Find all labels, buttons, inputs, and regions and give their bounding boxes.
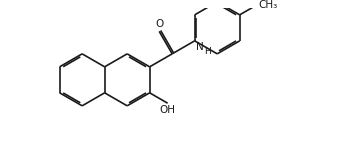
Text: N: N — [196, 42, 204, 52]
Text: H: H — [205, 47, 211, 56]
Text: CH₃: CH₃ — [258, 0, 277, 10]
Text: OH: OH — [160, 105, 176, 115]
Text: O: O — [155, 19, 163, 29]
